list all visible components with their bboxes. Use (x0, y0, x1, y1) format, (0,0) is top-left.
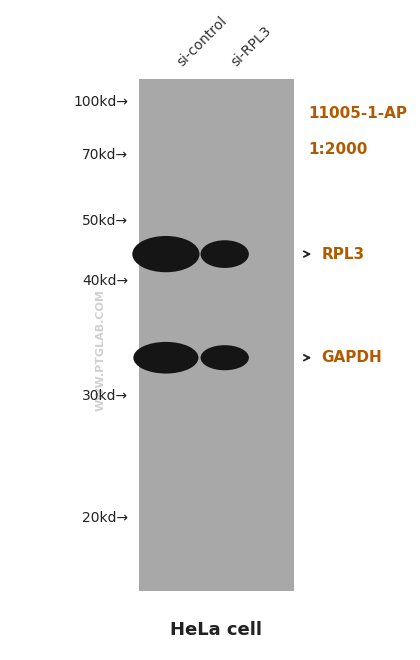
Text: GAPDH: GAPDH (321, 350, 382, 365)
Text: WWW.PTGLAB.COM: WWW.PTGLAB.COM (96, 289, 106, 411)
Ellipse shape (201, 345, 249, 370)
Ellipse shape (132, 236, 200, 272)
Text: 40kd→: 40kd→ (82, 273, 128, 288)
Text: HeLa cell: HeLa cell (170, 621, 262, 639)
Text: 100kd→: 100kd→ (73, 95, 128, 110)
Text: 50kd→: 50kd→ (82, 214, 128, 228)
Ellipse shape (134, 342, 199, 374)
Text: 30kd→: 30kd→ (82, 389, 128, 403)
Ellipse shape (201, 240, 249, 268)
Text: 20kd→: 20kd→ (82, 511, 128, 525)
Text: RPL3: RPL3 (321, 247, 365, 261)
Text: 11005-1-AP: 11005-1-AP (309, 106, 408, 121)
Text: si-RPL3: si-RPL3 (229, 24, 274, 69)
Text: 70kd→: 70kd→ (82, 148, 128, 162)
FancyBboxPatch shape (139, 79, 294, 591)
Text: 1:2000: 1:2000 (309, 142, 368, 157)
Text: si-control: si-control (174, 14, 230, 69)
